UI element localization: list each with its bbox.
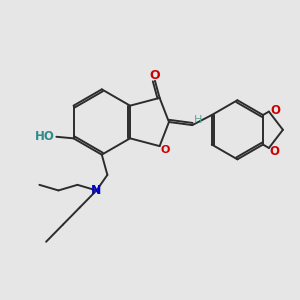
Text: HO: HO <box>34 130 55 143</box>
Text: O: O <box>270 103 280 116</box>
Text: N: N <box>91 184 102 197</box>
Text: O: O <box>269 145 280 158</box>
Text: O: O <box>160 145 170 155</box>
Text: O: O <box>150 69 160 82</box>
Text: H: H <box>194 115 202 124</box>
